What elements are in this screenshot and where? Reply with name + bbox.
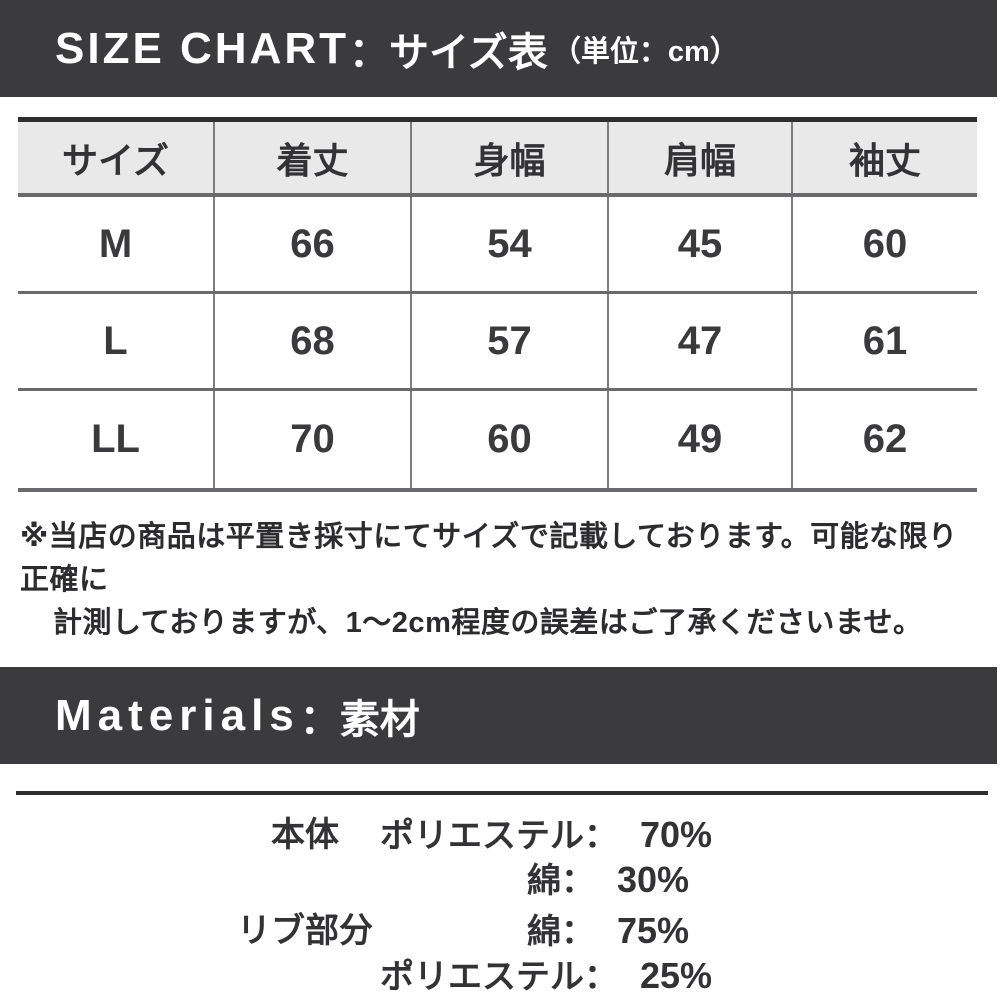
materials-title-en: Materials (55, 690, 300, 740)
material-component-row: ポリエステル： 25% (380, 954, 727, 999)
material-part-label: 本体 (271, 816, 339, 854)
size-label: M (98, 221, 133, 266)
size-chart-title-jp: サイズ表 (389, 30, 548, 75)
material-percent: 70% (640, 814, 713, 855)
material-components: 綿： 75% ポリエステル： 25% (380, 909, 727, 999)
cell-value: 54 (410, 197, 607, 291)
material-group-body: 本体 ポリエステル： 70% 綿： 30% (16, 813, 988, 903)
material-component-row: 綿： 30% (380, 858, 727, 903)
measurement-note: ※当店の商品は平置き採寸にてサイズで記載しております。可能な限り正確に 計測して… (20, 516, 986, 645)
cell-value: 47 (607, 294, 791, 388)
size-chart-title-en: SIZE CHART (55, 23, 349, 73)
material-name: ポリエステル： (380, 817, 618, 855)
cell-value: 57 (410, 294, 607, 388)
material-percent: 75% (617, 910, 690, 951)
measurement-note-line2: 計測しておりますが、1〜2cm程度の誤差はご了承くださいませ。 (53, 607, 923, 639)
material-percent: 30% (617, 859, 690, 900)
table-row-m: M 66 54 45 60 (18, 197, 977, 294)
table-row-ll: LL 70 60 49 62 (18, 391, 977, 488)
material-part-label: リブ部分 (237, 912, 373, 950)
size-label: LL (91, 417, 140, 461)
cell-value: 49 (607, 391, 791, 488)
cell-value: 60 (791, 197, 977, 291)
column-header-size: サイズ (62, 139, 169, 181)
size-table-header-row: サイズ 着丈 身幅 肩幅 袖丈 (18, 122, 977, 197)
cell-value: 68 (213, 294, 410, 388)
material-group-rib: リブ部分 綿： 75% ポリエステル： 25% (16, 909, 988, 999)
cell-value: 66 (213, 197, 410, 291)
table-row-l: L 68 57 47 61 (18, 294, 977, 391)
column-header-sleeve-length: 袖丈 (791, 122, 977, 193)
materials-banner: Materials：素材 (0, 667, 997, 764)
material-component-row: ポリエステル： 70% (380, 813, 727, 858)
measurement-note-line1: ※当店の商品は平置き採寸にてサイズで記載しております。可能な限り正確に (20, 521, 958, 596)
materials-section: 本体 ポリエステル： 70% 綿： 30% リブ部分 綿： 75% ポリエステル… (16, 791, 988, 1000)
cell-value: 70 (213, 391, 410, 488)
size-table: サイズ 着丈 身幅 肩幅 袖丈 M 66 54 45 60 L 68 57 47… (18, 117, 977, 492)
size-label: L (103, 318, 128, 363)
cell-value: 60 (410, 391, 607, 488)
size-chart-banner: SIZE CHART：サイズ表 （単位：cm） (0, 0, 997, 97)
size-chart-title-separator: ： (349, 30, 389, 75)
material-name: 綿： (527, 913, 595, 951)
material-name: 綿： (527, 862, 595, 900)
material-components: ポリエステル： 70% 綿： 30% (380, 813, 727, 903)
materials-title-jp: 素材 (339, 697, 420, 742)
size-chart-title-unit: （単位：cm） (551, 35, 739, 68)
column-header-body-width: 身幅 (410, 122, 607, 193)
cell-value: 45 (607, 197, 791, 291)
column-header-shoulder-width: 肩幅 (607, 122, 791, 193)
material-component-row: 綿： 75% (380, 909, 727, 954)
column-header-length: 着丈 (213, 122, 410, 193)
cell-value: 61 (791, 294, 977, 388)
material-name: ポリエステル： (380, 958, 618, 996)
material-percent: 25% (640, 955, 713, 996)
cell-value: 62 (791, 391, 977, 488)
materials-title-separator: ： (299, 697, 340, 742)
